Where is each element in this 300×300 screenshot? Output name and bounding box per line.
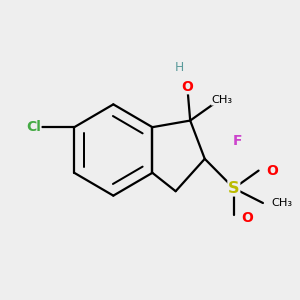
Text: CH₃: CH₃ [272, 198, 293, 208]
Text: O: O [241, 211, 253, 225]
Text: S: S [228, 181, 240, 196]
Text: O: O [266, 164, 278, 178]
Text: H: H [175, 61, 184, 74]
Text: CH₃: CH₃ [212, 95, 233, 105]
Text: Cl: Cl [26, 120, 41, 134]
Text: F: F [232, 134, 242, 148]
Text: O: O [182, 80, 193, 94]
